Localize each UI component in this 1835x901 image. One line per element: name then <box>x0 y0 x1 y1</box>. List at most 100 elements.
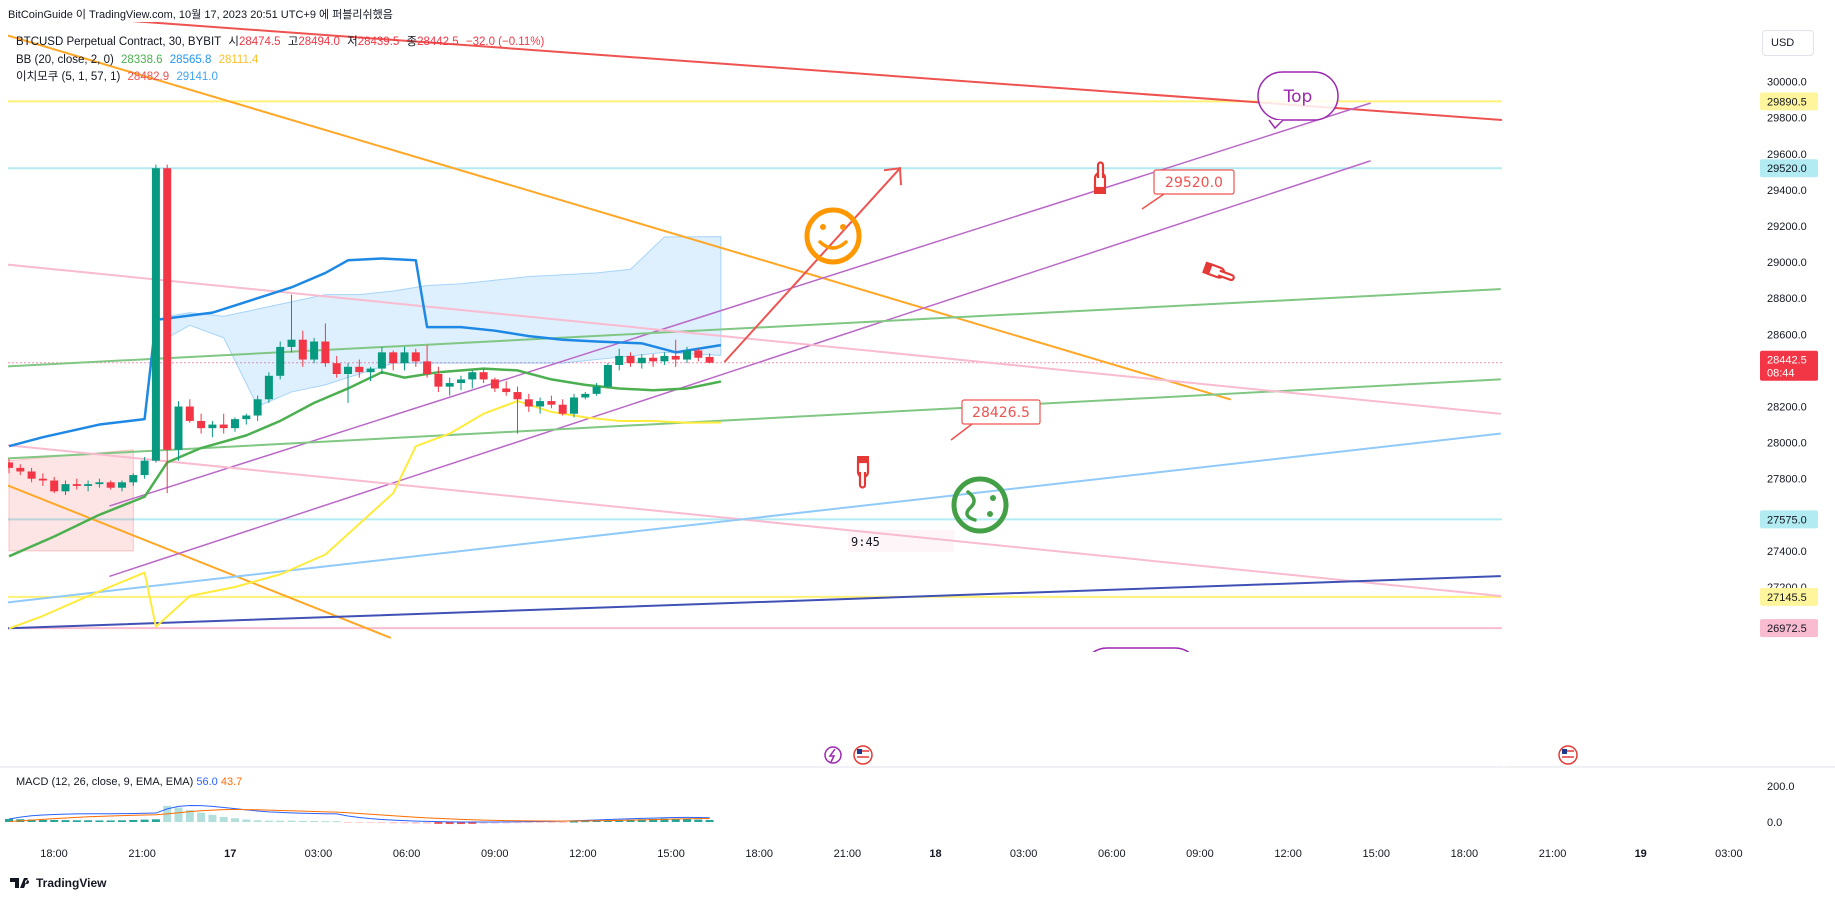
bubble-text: Top <box>1283 87 1313 107</box>
candle-body <box>626 355 635 364</box>
economic-event-flag-icon <box>853 745 873 765</box>
candle-body <box>84 484 93 486</box>
legend-symbol-row: BTCUSD Perpetual Contract, 30, BYBIT 시28… <box>16 34 548 52</box>
trendline-pink-upper <box>8 263 1501 415</box>
time-tick-label: 18:00 <box>1451 848 1479 860</box>
price-tick-label: 27400.0 <box>1767 546 1807 558</box>
symbol-name[interactable]: BTCUSD Perpetual Contract, 30, BYBIT <box>16 36 222 48</box>
price-tag-label: 27145.5 <box>1767 592 1807 604</box>
candle-body <box>242 415 251 420</box>
candle-body <box>366 368 375 373</box>
candle-body <box>72 484 81 486</box>
macd-histogram-bar <box>151 819 160 822</box>
macd-histogram-bar <box>129 819 138 822</box>
time-tooltip: 9:45 <box>851 535 880 549</box>
macd-pane: 200.0 0.0 <box>5 781 1795 829</box>
last-price-label: 28442.5 <box>1767 355 1807 367</box>
macd-histogram-bar <box>377 822 386 824</box>
macd-histogram-bar <box>502 822 511 824</box>
smiley-happy-icon <box>804 207 862 265</box>
candle-body <box>219 424 228 429</box>
macd-histogram-bar <box>366 822 375 824</box>
mouth <box>965 490 977 522</box>
trendline-green-lower <box>8 378 1501 460</box>
bb-label[interactable]: BB (20, close, 2, 0) <box>16 53 114 66</box>
high-label: 고 <box>287 36 299 48</box>
chart-legend: BTCUSD Perpetual Contract, 30, BYBIT 시28… <box>16 34 548 87</box>
time-tick-label: 09:00 <box>1186 848 1214 860</box>
ring <box>1558 745 1578 765</box>
macd-histogram-bar <box>445 822 454 825</box>
price-tick-label: 29600.0 <box>1767 149 1807 161</box>
candle-body <box>27 471 36 479</box>
macd-histogram-bar <box>264 820 273 822</box>
candle-body <box>457 379 465 384</box>
bb-lower-value: 28111.4 <box>218 53 259 66</box>
candle-body <box>558 404 567 414</box>
price-tag-bg <box>1760 619 1818 638</box>
candle-body <box>321 341 330 364</box>
currency-button[interactable]: USD <box>1762 30 1814 56</box>
bar-countdown-label: 08:44 <box>1767 368 1795 380</box>
price-tag-label: 26972.5 <box>1767 623 1807 635</box>
candle-body <box>389 352 398 364</box>
macd-histogram-bar <box>5 818 13 822</box>
time-tick-label: 15:00 <box>1362 848 1390 860</box>
price-tag-bg <box>1760 159 1818 178</box>
macd-histogram-bar <box>671 818 680 822</box>
candle-body <box>592 386 601 394</box>
close-value: 28442.5 <box>417 36 459 48</box>
candle-body <box>118 482 126 488</box>
price-tick-label: 29800.0 <box>1767 113 1807 125</box>
macd-histogram-bar <box>310 820 319 822</box>
macd-histogram-bar <box>185 810 194 822</box>
macd-histogram-bar <box>637 819 646 822</box>
ichimoku-label[interactable]: 이치모쿠 (5, 1, 57, 1) <box>16 71 121 83</box>
trendline-navy-uptrend <box>8 575 1501 630</box>
candle-body <box>502 388 511 393</box>
arrow-head <box>883 167 902 186</box>
time-tick-label: 18:00 <box>745 848 773 860</box>
time-tick-label: 12:00 <box>1274 848 1302 860</box>
macd-histogram-bar <box>72 820 81 822</box>
macd-histogram-bar <box>603 820 612 822</box>
price-tick-label: 28200.0 <box>1767 401 1807 413</box>
callout-box <box>1153 169 1235 195</box>
price-tick-label: 28000.0 <box>1767 438 1807 450</box>
economic-event-flag-icon <box>1558 745 1578 765</box>
candle-body <box>231 419 239 429</box>
macd-histogram-bar <box>479 822 488 824</box>
tradingview-footer[interactable]: TradingView <box>10 876 106 890</box>
legend-ichimoku-row: 이치모쿠 (5, 1, 57, 1) 28482.9 29141.0 <box>16 69 548 87</box>
macd-histogram-bar <box>547 822 556 823</box>
macd-histogram-bar <box>287 820 296 822</box>
time-tick-label: 12:00 <box>569 848 597 860</box>
candle-body <box>490 379 499 389</box>
candle-body <box>151 168 160 461</box>
macd-histogram-bar <box>84 820 93 822</box>
macd-label[interactable]: MACD (12, 26, close, 9, EMA, EMA) <box>16 776 194 788</box>
cuff <box>857 456 869 462</box>
candle-body <box>694 350 703 358</box>
price-tick-label: 27800.0 <box>1767 474 1807 486</box>
candle-body <box>400 352 409 364</box>
time-tick-label: 18 <box>929 848 941 860</box>
price-tag-label: 29890.5 <box>1767 96 1807 108</box>
time-tick-label: 06:00 <box>1098 848 1126 860</box>
macd-line <box>8 804 710 823</box>
price-callout-28426.5: 28426.5 <box>950 399 1041 441</box>
candle-body <box>637 357 646 364</box>
candle-body <box>310 341 319 360</box>
lightning-event-icon <box>824 746 842 764</box>
macd-histogram-bar <box>468 822 477 824</box>
bb-lower-band <box>8 400 721 630</box>
cuff <box>1094 188 1106 194</box>
candle-body <box>95 482 104 485</box>
macd-histogram-bar <box>457 822 465 825</box>
macd-histogram-bar <box>411 822 420 824</box>
candle-body <box>547 401 556 405</box>
finger <box>1217 269 1235 282</box>
eye <box>990 495 996 501</box>
candle-body <box>411 352 420 362</box>
